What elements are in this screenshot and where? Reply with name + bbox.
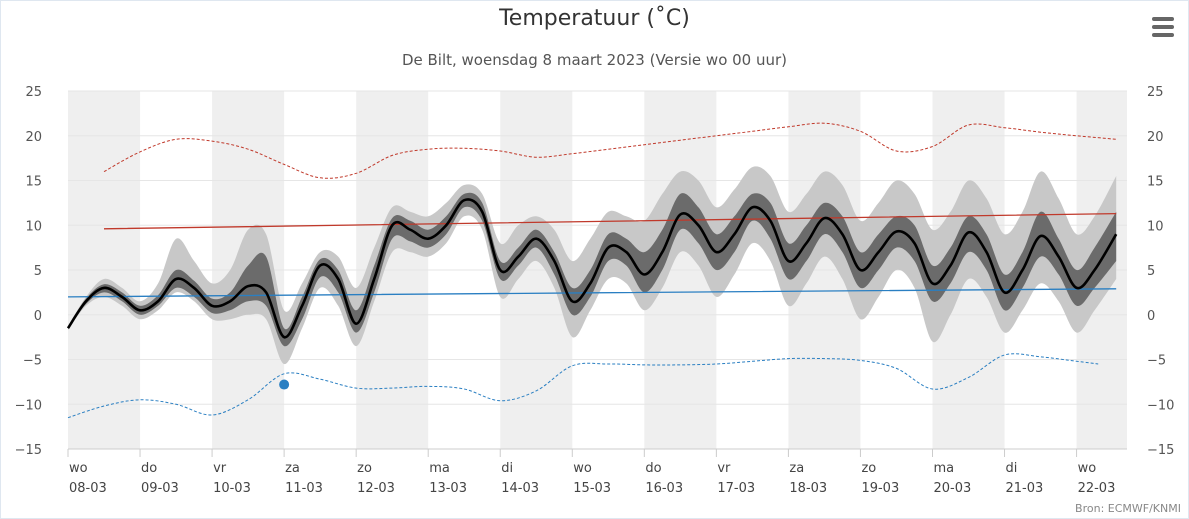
y-tick-label-right: −15: [1147, 443, 1174, 458]
x-tick-day-label: wo: [69, 461, 88, 476]
record-min-line: [67, 353, 1099, 419]
x-tick-day-label: do: [141, 461, 157, 476]
y-tick-label-right: 20: [1147, 130, 1164, 145]
x-tick-date-label: 20-03: [933, 481, 971, 496]
x-tick-day-label: do: [645, 461, 661, 476]
x-tick-day-label: wo: [1078, 461, 1097, 476]
uncertainty-bands: [68, 166, 1117, 365]
y-axis-left: −15 −10 −5 0 5 10 15 20 25: [15, 85, 42, 458]
x-tick-date-label: 09-03: [141, 481, 179, 496]
x-tick-date-label: 18-03: [789, 481, 827, 496]
y-tick-label-right: 25: [1147, 85, 1164, 100]
x-tick-date-label: 14-03: [501, 481, 539, 496]
x-tick-day-label: zo: [861, 461, 876, 476]
y-tick-label-left: 10: [25, 219, 42, 234]
y-tick-label-left: 20: [25, 130, 42, 145]
y-tick-label-left: 0: [34, 309, 42, 324]
x-tick-date-label: 15-03: [573, 481, 611, 496]
y-tick-label-left: 25: [25, 85, 42, 100]
x-tick-day-label: zo: [357, 461, 372, 476]
y-tick-label-right: 10: [1147, 219, 1164, 234]
x-tick-date-label: 21-03: [1006, 481, 1044, 496]
x-tick-date-label: 10-03: [213, 481, 251, 496]
series-lines: [66, 122, 1118, 419]
x-tick-date-label: 19-03: [861, 481, 899, 496]
y-tick-label-left: −5: [23, 354, 42, 369]
y-axis-right: −15 −10 −5 0 5 10 15 20 25: [1147, 85, 1174, 458]
observations: [279, 379, 290, 390]
x-tick-day-label: vr: [717, 461, 731, 476]
y-tick-label-right: −10: [1147, 398, 1174, 413]
median-line: [66, 198, 1118, 339]
record-max-line: [103, 122, 1117, 179]
x-tick-day-label: di: [1006, 461, 1018, 476]
x-tick-day-label: za: [285, 461, 300, 476]
x-tick-day-label: ma: [429, 461, 450, 476]
y-tick-label-left: 5: [34, 264, 42, 279]
climate-max-line: [103, 212, 1117, 230]
y-tick-label-left: −10: [15, 398, 42, 413]
x-tick-date-label: 17-03: [717, 481, 755, 496]
x-tick-day-label: ma: [933, 461, 954, 476]
x-axis: wo 08-03 do 09-03 vr 10-03 za 11-03 zo 12-03 ma 13-…: [67, 448, 1127, 496]
outer-uncertainty-band: [68, 166, 1117, 365]
y-tick-label-right: 0: [1147, 309, 1155, 324]
chart-subtitle: De Bilt, woensdag 8 maart 2023 (Versie w…: [401, 51, 788, 69]
x-tick-day-label: za: [789, 461, 804, 476]
inner-uncertainty-band: [68, 192, 1117, 347]
x-tick-date-label: 12-03: [357, 481, 395, 496]
hamburger-menu-icon[interactable]: [1150, 14, 1178, 40]
x-tick-day-label: vr: [213, 461, 227, 476]
observation-point: [279, 379, 290, 390]
x-tick-date-label: 13-03: [429, 481, 467, 496]
y-tick-label-right: 5: [1147, 264, 1155, 279]
x-tick-date-label: 08-03: [69, 481, 107, 496]
y-tick-label-left: −15: [15, 443, 42, 458]
x-tick-day-label: wo: [573, 461, 592, 476]
x-tick-date-label: 16-03: [645, 481, 683, 496]
y-tick-label-right: 15: [1147, 175, 1164, 190]
chart-title: Temperatuur (˚C): [499, 6, 690, 31]
x-tick-date-label: 11-03: [285, 481, 323, 496]
x-tick-date-label: 22-03: [1078, 481, 1116, 496]
y-tick-label-left: 15: [25, 175, 42, 190]
y-tick-label-right: −5: [1147, 354, 1166, 369]
credits-text: Bron: ECMWF/KNMI: [1075, 502, 1181, 515]
x-tick-day-label: di: [501, 461, 513, 476]
